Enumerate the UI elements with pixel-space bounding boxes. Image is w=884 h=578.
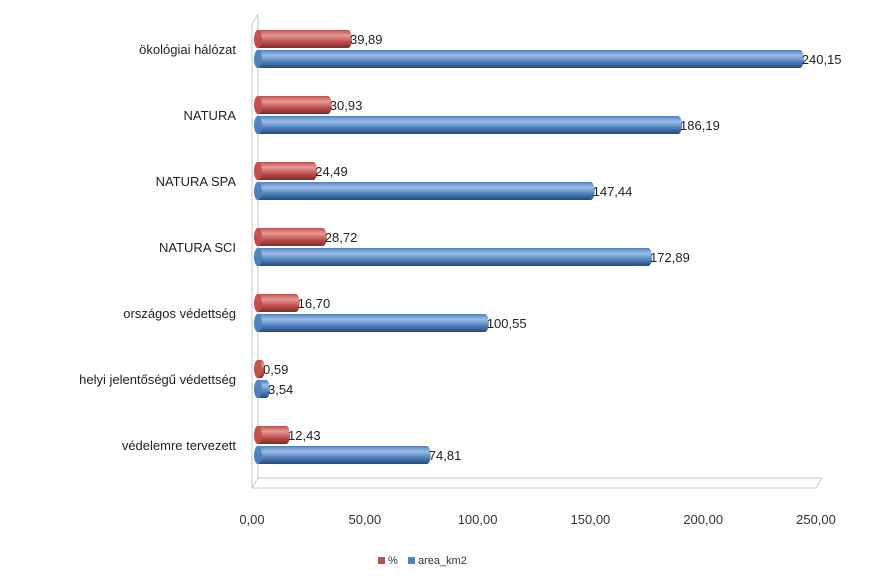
data-label: 16,70 bbox=[298, 296, 331, 311]
data-label: 0,59 bbox=[263, 362, 288, 377]
y-category-label: NATURA SCI bbox=[159, 240, 236, 255]
x-tick-label: 200,00 bbox=[683, 512, 723, 527]
legend: % area_km2 bbox=[378, 555, 467, 567]
data-label: 172,89 bbox=[650, 250, 690, 265]
bar-percent bbox=[254, 30, 352, 48]
bar-percent bbox=[254, 294, 300, 312]
legend-label: area_km2 bbox=[418, 555, 467, 567]
x-tick-label: 150,00 bbox=[571, 512, 611, 527]
bar-area-km2 bbox=[254, 182, 595, 200]
x-tick-label: 50,00 bbox=[349, 512, 382, 527]
data-label: 186,19 bbox=[680, 118, 720, 133]
data-label: 240,15 bbox=[802, 52, 842, 67]
y-category-label: védelemre tervezett bbox=[122, 438, 237, 453]
bar-area-km2 bbox=[254, 380, 270, 398]
y-category-label: ökológiai hálózat bbox=[139, 42, 236, 57]
x-tick-label: 0,00 bbox=[239, 512, 264, 527]
bar-percent bbox=[254, 360, 265, 378]
bar-area-km2 bbox=[254, 248, 653, 266]
data-label: 147,44 bbox=[593, 184, 633, 199]
y-category-label: NATURA SPA bbox=[156, 174, 237, 189]
x-tick-label: 250,00 bbox=[796, 512, 836, 527]
data-label: 39,89 bbox=[350, 32, 383, 47]
data-label: 24,49 bbox=[315, 164, 348, 179]
bar-percent bbox=[254, 426, 291, 444]
y-category-label: helyi jelentőségű védettség bbox=[79, 372, 236, 387]
data-label: 3,54 bbox=[268, 382, 293, 397]
data-label: 12,43 bbox=[288, 428, 321, 443]
data-label: 100,55 bbox=[487, 316, 527, 331]
data-label: 28,72 bbox=[325, 230, 358, 245]
data-label: 74,81 bbox=[429, 448, 462, 463]
bar-area-km2 bbox=[254, 116, 683, 134]
y-category-label: NATURA bbox=[184, 108, 237, 123]
bar-area-km2 bbox=[254, 314, 489, 332]
bar-percent bbox=[254, 162, 318, 180]
y-category-label: országos védettség bbox=[123, 306, 236, 321]
data-label: 30,93 bbox=[330, 98, 363, 113]
legend-label: % bbox=[388, 555, 398, 567]
legend-swatch bbox=[378, 557, 385, 564]
bar-area-km2 bbox=[254, 50, 804, 68]
bar-area-km2 bbox=[254, 446, 431, 464]
x-tick-label: 100,00 bbox=[458, 512, 498, 527]
bar-percent bbox=[254, 96, 332, 114]
bar-percent bbox=[254, 228, 327, 246]
legend-swatch bbox=[408, 557, 415, 564]
